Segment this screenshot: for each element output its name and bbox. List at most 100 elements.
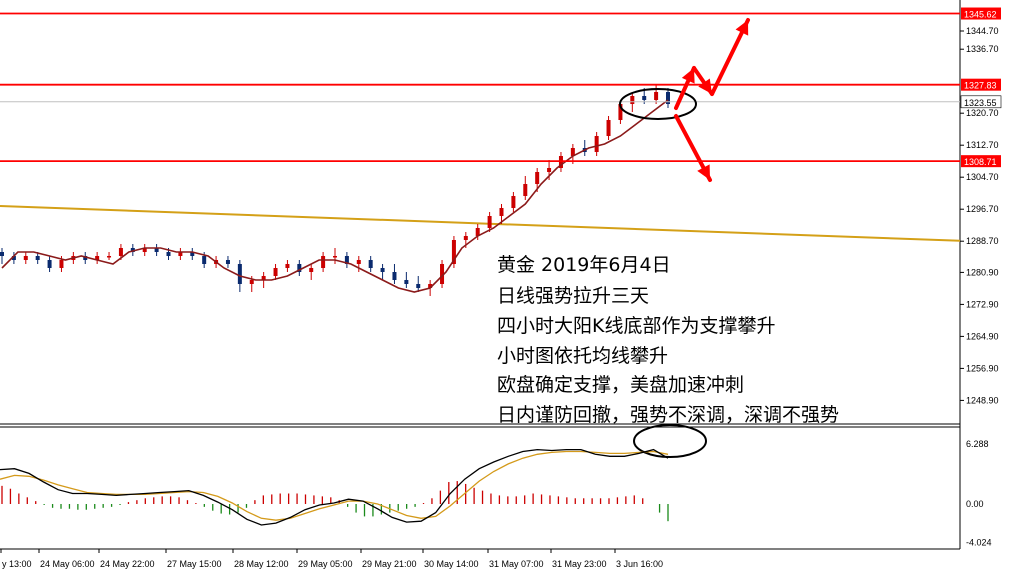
time-tick-label: 29 May 05:00 (298, 559, 353, 569)
price-tick-label: 1256.90 (966, 363, 999, 373)
horizontal-levels[interactable]: 1345.62 1327.83 1308.71 1323.55 (0, 7, 1002, 168)
candle-body (547, 168, 552, 172)
arrow-pullback-head (698, 78, 712, 94)
time-tick-label: 28 May 12:00 (234, 559, 289, 569)
candle-body (261, 276, 266, 280)
candle-body (249, 280, 254, 284)
arrow-up-first-head (681, 68, 695, 84)
price-tick-label: 1320.70 (966, 108, 999, 118)
price-tick-label-partial: 1344.70 (966, 26, 999, 36)
candle-body (11, 256, 16, 260)
short-ma-line (1, 99, 669, 293)
annotation-line-1: 黄金 2019年6月4日 (497, 254, 671, 276)
candle-body (321, 256, 326, 268)
candle-body (142, 248, 147, 252)
time-tick-label: 31 May 23:00 (552, 559, 607, 569)
time-tick-label: 24 May 22:00 (100, 559, 155, 569)
candle-body (475, 228, 480, 236)
macd-tick-label: 0.00 (966, 499, 984, 509)
candle-body (463, 236, 468, 240)
candle-body (118, 248, 123, 256)
macd-panel (0, 448, 669, 526)
time-tick-label: y 13:00 (2, 559, 32, 569)
macd-line (0, 448, 669, 526)
macd-tick-label: -4.024 (966, 537, 992, 547)
level-price-label-1: 1327.83 (964, 81, 997, 91)
annotation-line-3: 四小时大阳K线底部作为支撑攀升 (497, 315, 776, 337)
arrow-down-head (697, 164, 710, 180)
time-tick-label: 3 Jun 16:00 (616, 559, 663, 569)
highlight-ellipse-macd (633, 424, 707, 458)
candle-body (570, 148, 575, 156)
axes: 1336.70 1320.70 1312.70 1304.70 1296.70 1288.… (0, 26, 999, 569)
price-panel-background (0, 0, 961, 550)
time-tick-label: 29 May 21:00 (362, 559, 417, 569)
time-tick-label: 30 May 14:00 (424, 559, 479, 569)
level-price-tag-2 (961, 155, 1001, 168)
annotation-line-5: 欧盘确定支撑，美盘加速冲刺 (497, 374, 745, 396)
candle-body (47, 260, 52, 268)
candle-body (416, 284, 421, 288)
price-tick-label: 1296.70 (966, 204, 999, 214)
candle-body (202, 256, 207, 264)
candle-body (654, 92, 659, 100)
time-tick-label: 31 May 07:00 (489, 559, 544, 569)
candle-body (523, 184, 528, 196)
candle-body (83, 256, 88, 260)
long-moving-average (0, 205, 961, 242)
candle-body (630, 96, 635, 104)
candle-body (309, 268, 314, 272)
candle-body (273, 268, 278, 276)
candle-body (95, 256, 100, 260)
candle-body (285, 264, 290, 268)
candle-body (499, 208, 504, 216)
candle-body (618, 104, 623, 120)
price-tick-label: 1280.90 (966, 267, 999, 277)
price-tick-label: 1248.90 (966, 395, 999, 405)
price-tick-label: 1312.70 (966, 140, 999, 150)
candle-body (594, 136, 599, 152)
candle-body (368, 260, 373, 268)
candle-body (344, 256, 349, 264)
short-moving-average (1, 99, 669, 293)
current-price-label: 1323.55 (964, 98, 997, 108)
price-tick-label: 1272.90 (966, 299, 999, 309)
price-tick-label: 1264.90 (966, 331, 999, 341)
candle-body (333, 256, 337, 258)
candle-body (178, 252, 183, 256)
time-tick-label: 24 May 06:00 (40, 559, 95, 569)
candle-body (23, 256, 28, 260)
candle-body (130, 248, 135, 252)
time-tick-label: 27 May 15:00 (167, 559, 222, 569)
level-price-label-0: 1345.62 (964, 10, 997, 20)
trend-drawings (619, 18, 750, 458)
candle-body (190, 252, 195, 256)
candle-body (666, 92, 670, 104)
long-ma-line (0, 205, 961, 242)
candle-body (606, 120, 611, 136)
annotation-line-2: 日线强势拉升三天 (497, 285, 650, 307)
annotation-line-6: 日内谨防回撤，强势不深调，深调不强势 (497, 404, 840, 426)
highlight-ellipse-price (619, 88, 697, 120)
candle-body (166, 252, 171, 256)
candle-body (0, 252, 4, 256)
level-price-tag-1 (961, 78, 1001, 91)
candle-body (535, 172, 540, 184)
candle-body (487, 216, 492, 228)
candle-body (154, 248, 159, 252)
current-price-tag (960, 95, 1002, 109)
candle-body (392, 272, 397, 280)
candle-body (237, 264, 242, 284)
price-tick-label: 1288.70 (966, 236, 999, 246)
candle-body (404, 280, 409, 284)
macd-signal-line (0, 450, 669, 521)
candle-body (225, 260, 230, 264)
candle-body (642, 96, 647, 100)
candle-body (107, 256, 112, 258)
price-tick-label: 1336.70 (966, 44, 999, 54)
macd-tick-label: 6.288 (966, 439, 989, 449)
candle-body (428, 284, 433, 288)
candle-body (35, 256, 40, 260)
candle-body (451, 240, 456, 264)
